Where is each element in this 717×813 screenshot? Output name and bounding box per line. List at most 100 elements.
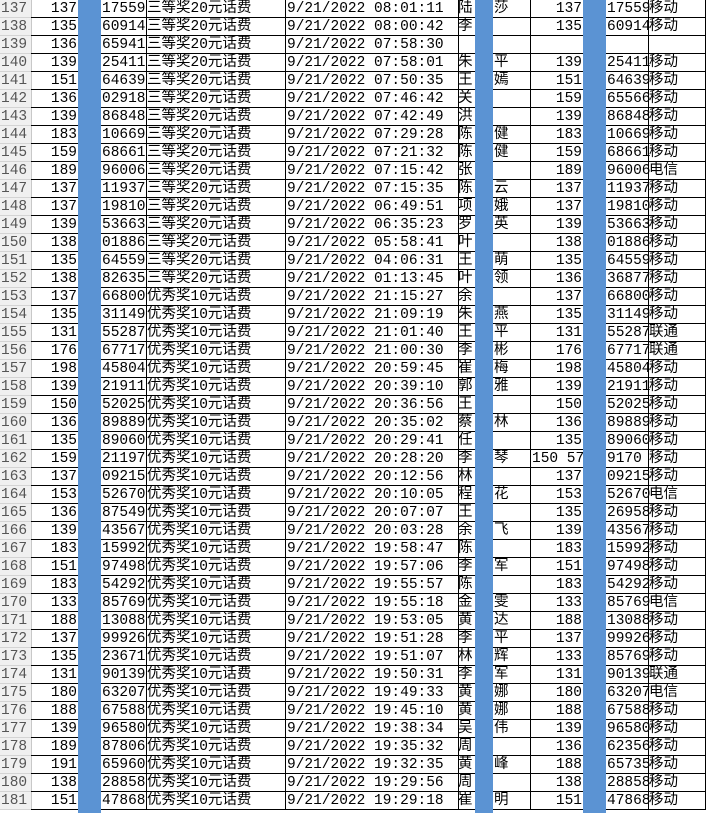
phone-suffix-cell[interactable]: 09215 [101,468,147,486]
carrier-cell[interactable]: 移动 [648,360,706,378]
phone-suffix-cell-2[interactable]: 68661 [606,144,651,162]
prize-cell[interactable]: 优秀奖10元话费 [146,450,286,468]
row-header[interactable]: 156 [0,342,32,360]
phone-suffix-cell-2[interactable]: 64559 [606,252,651,270]
phone-suffix-cell[interactable]: 86848 [101,108,147,126]
row-header[interactable]: 148 [0,198,32,216]
time-cell[interactable]: 9/21/2022 20:39:10 [285,378,459,396]
phone-prefix-cell[interactable]: 139 [31,522,79,540]
phone-suffix-cell[interactable]: 21197 [101,450,147,468]
name-cell[interactable]: 陈云 [457,180,531,198]
time-cell[interactable]: 9/21/2022 07:29:28 [285,126,459,144]
phone-prefix-cell-2[interactable]: 137 [530,630,584,648]
phone-prefix-cell[interactable]: 135 [31,648,79,666]
phone-prefix-cell-2[interactable]: 136 [530,414,584,432]
phone-prefix-cell-2[interactable]: 189 [530,162,584,180]
phone-prefix-cell[interactable]: 191 [31,756,79,774]
phone-suffix-cell-2[interactable]: 89060 [606,432,651,450]
row-header[interactable]: 171 [0,612,32,630]
time-cell[interactable]: 9/21/2022 07:58:01 [285,54,459,72]
carrier-cell[interactable]: 移动 [648,720,706,738]
name-cell[interactable]: 黄达 [457,612,531,630]
phone-suffix-cell[interactable]: 96580 [101,720,147,738]
phone-prefix-cell[interactable]: 135 [31,252,79,270]
phone-suffix-cell[interactable]: 87806 [101,738,147,756]
time-cell[interactable]: 9/21/2022 07:46:42 [285,90,459,108]
phone-prefix-cell-2[interactable]: 139 [530,108,584,126]
phone-prefix-cell-2[interactable]: 137 [530,0,584,18]
phone-suffix-cell[interactable]: 63207 [101,684,147,702]
phone-prefix-cell[interactable]: 136 [31,90,79,108]
time-cell[interactable]: 9/21/2022 08:01:11 [285,0,459,18]
name-cell[interactable]: 张 [457,162,531,180]
phone-suffix-cell-2[interactable]: 13088 [606,612,651,630]
time-cell[interactable]: 9/21/2022 19:38:34 [285,720,459,738]
row-header[interactable]: 181 [0,792,32,810]
phone-prefix-cell[interactable]: 153 [31,486,79,504]
phone-suffix-cell[interactable]: 99926 [101,630,147,648]
phone-suffix-cell-2[interactable]: 90139 [606,666,651,684]
phone-suffix-cell-2[interactable]: 67717 [606,342,651,360]
phone-suffix-cell[interactable]: 89889 [101,414,147,432]
row-header[interactable]: 179 [0,756,32,774]
phone-prefix-cell-2[interactable]: 183 [530,540,584,558]
name-cell[interactable]: 程花 [457,486,531,504]
phone-suffix-cell[interactable]: 02918 [101,90,147,108]
name-cell[interactable] [457,36,531,54]
time-cell[interactable]: 9/21/2022 19:35:32 [285,738,459,756]
phone-suffix-cell[interactable]: 60914 [101,18,147,36]
phone-prefix-cell-2[interactable]: 139 [530,720,584,738]
phone-suffix-cell[interactable]: 85769 [101,594,147,612]
time-cell[interactable]: 9/21/2022 20:59:45 [285,360,459,378]
time-cell[interactable]: 9/21/2022 19:29:18 [285,792,459,810]
name-cell[interactable]: 李 [457,18,531,36]
carrier-cell[interactable]: 移动 [648,558,706,576]
phone-prefix-cell-2[interactable]: 131 [530,666,584,684]
phone-prefix-cell-2[interactable]: 183 [530,126,584,144]
name-cell[interactable]: 吴伟 [457,720,531,738]
carrier-cell[interactable]: 移动 [648,450,706,468]
phone-prefix-cell-2[interactable]: 135 [530,504,584,522]
name-cell[interactable]: 朱燕 [457,306,531,324]
row-header[interactable]: 168 [0,558,32,576]
phone-prefix-cell[interactable]: 135 [31,306,79,324]
row-header[interactable]: 161 [0,432,32,450]
phone-prefix-cell-2[interactable]: 151 [530,72,584,90]
phone-prefix-cell-2[interactable]: 139 [530,522,584,540]
name-cell[interactable]: 陆莎 [457,0,531,18]
time-cell[interactable]: 9/21/2022 19:58:47 [285,540,459,558]
phone-suffix-cell-2[interactable]: 9170 [606,450,649,468]
row-header[interactable]: 170 [0,594,32,612]
prize-cell[interactable]: 优秀奖10元话费 [146,396,286,414]
phone-prefix-cell[interactable]: 138 [31,774,79,792]
time-cell[interactable]: 9/21/2022 19:32:35 [285,756,459,774]
time-cell[interactable]: 9/21/2022 20:36:56 [285,396,459,414]
prize-cell[interactable]: 优秀奖10元话费 [146,468,286,486]
row-header[interactable]: 167 [0,540,32,558]
phone-prefix-cell-2[interactable]: 133 [530,648,584,666]
phone-prefix-cell[interactable]: 137 [31,180,79,198]
carrier-cell[interactable]: 联通 [648,666,706,684]
phone-prefix-cell-2[interactable]: 151 [530,558,584,576]
phone-suffix-cell[interactable]: 52025 [101,396,147,414]
carrier-cell[interactable]: 移动 [648,216,706,234]
time-cell[interactable]: 9/21/2022 07:42:49 [285,108,459,126]
prize-cell[interactable]: 三等奖20元话费 [146,0,286,18]
phone-prefix-cell[interactable]: 137 [31,468,79,486]
name-cell[interactable]: 王嫣 [457,72,531,90]
row-header[interactable]: 173 [0,648,32,666]
name-cell[interactable]: 叶 [457,234,531,252]
prize-cell[interactable]: 优秀奖10元话费 [146,594,286,612]
time-cell[interactable]: 9/21/2022 19:55:18 [285,594,459,612]
phone-prefix-cell[interactable]: 138 [31,270,79,288]
time-cell[interactable]: 9/21/2022 06:35:23 [285,216,459,234]
phone-prefix-cell[interactable]: 135 [31,18,79,36]
prize-cell[interactable]: 优秀奖10元话费 [146,324,286,342]
phone-suffix-cell[interactable]: 13088 [101,612,147,630]
time-cell[interactable]: 9/21/2022 21:00:30 [285,342,459,360]
time-cell[interactable]: 9/21/2022 20:29:41 [285,432,459,450]
carrier-cell[interactable]: 移动 [648,180,706,198]
time-cell[interactable]: 9/21/2022 19:45:10 [285,702,459,720]
prize-cell[interactable]: 三等奖20元话费 [146,126,286,144]
phone-prefix-cell[interactable]: 139 [31,720,79,738]
